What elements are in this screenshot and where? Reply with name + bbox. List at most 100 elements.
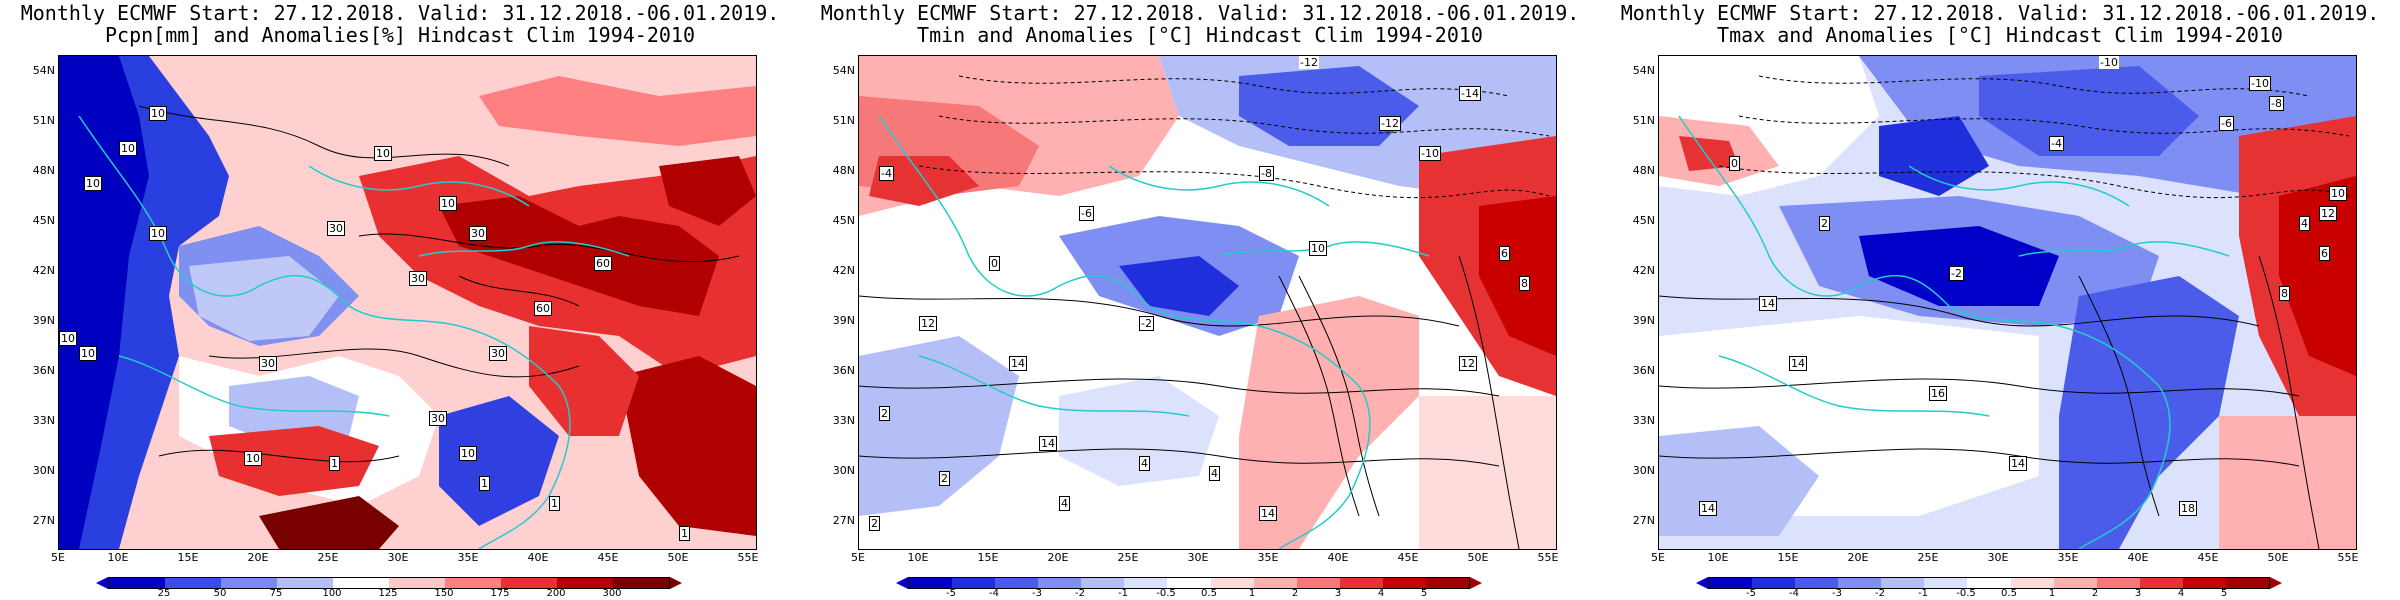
precip-contour-label: 30 [259, 356, 277, 371]
lat-label: 33N [832, 414, 855, 427]
precip-map: 10 10 10 10 10 10 10 30 30 30 60 60 30 3… [58, 55, 757, 550]
tmin-contour-label: 2 [879, 406, 890, 421]
precip-contour-label: 1 [329, 456, 340, 471]
precip-contour-label: 10 [149, 106, 167, 121]
tmax-contour-label: 16 [1929, 386, 1947, 401]
tmax-colorbar [1708, 577, 2270, 589]
colorbar-cell [277, 578, 333, 588]
precip-contour-label: 30 [429, 411, 447, 426]
lon-label: 10E [1707, 551, 1729, 564]
lat-label: 39N [1632, 314, 1655, 327]
colorbar-cell [1167, 578, 1211, 588]
colorbar-cell [2225, 578, 2270, 588]
colorbar-arrow-high [2270, 577, 2282, 589]
lat-label: 51N [1632, 114, 1655, 127]
tmin-contour-label: -10 [1419, 146, 1441, 161]
lon-label: 45E [2197, 551, 2219, 564]
precip-contour-label: 30 [489, 346, 507, 361]
colorbar-cell [2010, 578, 2054, 588]
lon-label: 45E [1397, 551, 1419, 564]
lon-label: 30E [1987, 551, 2009, 564]
tmin-contour-label: 4 [1059, 496, 1070, 511]
colorbar-cell [1838, 578, 1882, 588]
precip-contour-label: 1 [679, 526, 690, 541]
lon-label: 25E [1117, 551, 1139, 564]
colorbar-label: -3 [1832, 588, 1842, 599]
precip-title-line1: Monthly ECMWF Start: 27.12.2018. Valid: … [20, 1, 780, 25]
lon-label: 25E [317, 551, 339, 564]
tmin-contour-label: 12 [1459, 356, 1477, 371]
tmax-contour-label: 14 [2009, 456, 2027, 471]
lon-label: 20E [1847, 551, 1869, 564]
colorbar-label: -3 [1032, 588, 1042, 599]
tmin-contour-label: 14 [1259, 506, 1277, 521]
colorbar-arrow-low [96, 577, 108, 589]
lat-label: 33N [1632, 414, 1655, 427]
colorbar-arrow-high [1470, 577, 1482, 589]
colorbar-cell [1081, 578, 1125, 588]
colorbar-label: -1 [1118, 588, 1128, 599]
lat-label: 30N [832, 464, 855, 477]
tmin-title: Monthly ECMWF Start: 27.12.2018. Valid: … [800, 2, 1600, 46]
lat-label: 27N [832, 514, 855, 527]
lon-label: 5E [1651, 551, 1665, 564]
colorbar-label: 150 [434, 588, 454, 599]
colorbar-cell [2053, 578, 2097, 588]
colorbar-cell [1924, 578, 1968, 588]
colorbar-label: 0.5 [2001, 588, 2017, 599]
tmin-map-svg [859, 56, 1556, 549]
colorbar-cell [445, 578, 501, 588]
colorbar-cell [1709, 578, 1753, 588]
tmin-contour-label: 14 [1039, 436, 1057, 451]
tmin-contour-label: -2 [1139, 316, 1154, 331]
precip-contour-label: 60 [534, 301, 552, 316]
colorbar-cell [2139, 578, 2183, 588]
precip-panel: Monthly ECMWF Start: 27.12.2018. Valid: … [0, 0, 800, 600]
lat-label: 54N [1632, 64, 1655, 77]
tmin-title-line1: Monthly ECMWF Start: 27.12.2018. Valid: … [820, 1, 1580, 25]
colorbar-label: 3 [1334, 588, 1342, 599]
tmax-contour-label: 14 [1759, 296, 1777, 311]
colorbar-label: 4 [1377, 588, 1385, 599]
colorbar-label: 5 [1420, 588, 1428, 599]
colorbar-cell [1795, 578, 1839, 588]
lat-label: 51N [832, 114, 855, 127]
colorbar-cell [165, 578, 221, 588]
lon-label: 40E [2127, 551, 2149, 564]
tmax-contour-label: -6 [2219, 116, 2234, 131]
precip-contour-label: 10 [244, 451, 262, 466]
colorbar-cell [1038, 578, 1082, 588]
colorbar-label: -1 [1918, 588, 1928, 599]
colorbar-cell [1210, 578, 1254, 588]
tmin-contour-label: 6 [1499, 246, 1510, 261]
tmax-contour-label: -4 [2049, 136, 2064, 151]
precip-contour-label: 1 [479, 476, 490, 491]
colorbar-cell [1881, 578, 1925, 588]
tmax-contour-label: -10 [2249, 76, 2271, 91]
tmax-contour-label: 2 [1819, 216, 1830, 231]
colorbar-cell [1124, 578, 1168, 588]
lat-label: 48N [32, 164, 55, 177]
colorbar-cell [333, 578, 389, 588]
colorbar-label: 2 [2091, 588, 2099, 599]
lon-label: 55E [737, 551, 759, 564]
colorbar-cell [952, 578, 996, 588]
precip-contour-label: 10 [439, 196, 457, 211]
tmax-contour-label: 8 [2279, 286, 2290, 301]
tmax-contour-label: 18 [2179, 501, 2197, 516]
tmax-contour-label: -2 [1949, 266, 1964, 281]
colorbar-label: 2 [1291, 588, 1299, 599]
colorbar-cell [1382, 578, 1426, 588]
tmin-contour-label: -6 [1079, 206, 1094, 221]
precip-contour-label: 1 [549, 496, 560, 511]
tmax-title-line1: Monthly ECMWF Start: 27.12.2018. Valid: … [1620, 1, 2380, 25]
tmax-contour-label: 14 [1789, 356, 1807, 371]
lat-label: 54N [832, 64, 855, 77]
lat-label: 54N [32, 64, 55, 77]
colorbar-cell [909, 578, 953, 588]
tmin-title-line2: Tmin and Anomalies [°C] Hindcast Clim 19… [917, 23, 1483, 47]
lon-label: 35E [2057, 551, 2079, 564]
lat-label: 42N [832, 264, 855, 277]
colorbar-cell [1425, 578, 1470, 588]
colorbar-label: 1 [1248, 588, 1256, 599]
